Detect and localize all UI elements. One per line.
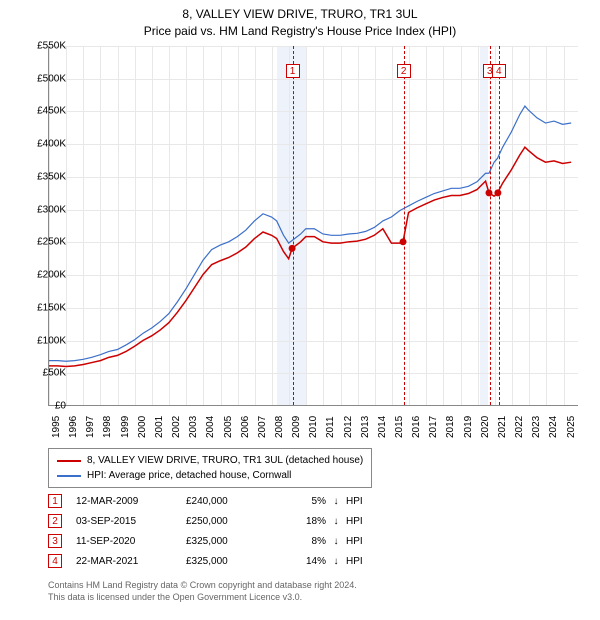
legend-swatch	[57, 475, 81, 477]
event-price: £325,000	[186, 536, 276, 547]
x-axis-label: 2024	[548, 416, 559, 438]
y-axis-label: £150K	[22, 302, 66, 313]
event-pct: 5%	[276, 496, 326, 507]
event-row: 3 11-SEP-2020£325,0008%↓HPI	[48, 534, 376, 548]
event-num: 3	[48, 534, 62, 548]
y-axis-label: £500K	[22, 73, 66, 84]
x-axis-label: 2017	[428, 416, 439, 438]
down-arrow-icon: ↓	[326, 536, 346, 547]
x-axis-label: 2013	[360, 416, 371, 438]
event-price: £325,000	[186, 556, 276, 567]
y-axis-label: £200K	[22, 270, 66, 281]
x-axis-label: 2008	[274, 416, 285, 438]
title-block: 8, VALLEY VIEW DRIVE, TRURO, TR1 3UL Pri…	[0, 0, 600, 44]
sale-dot	[485, 189, 492, 196]
event-date: 22-MAR-2021	[76, 556, 186, 567]
x-axis-label: 2005	[223, 416, 234, 438]
event-num: 1	[48, 494, 62, 508]
legend-label: HPI: Average price, detached house, Corn…	[87, 468, 291, 483]
y-axis-label: £550K	[22, 41, 66, 52]
x-axis-label: 2009	[291, 416, 302, 438]
event-price: £240,000	[186, 496, 276, 507]
y-axis-label: £300K	[22, 204, 66, 215]
y-axis-label: £400K	[22, 139, 66, 150]
legend-swatch	[57, 460, 81, 462]
down-arrow-icon: ↓	[326, 556, 346, 567]
event-marker: 1	[286, 64, 300, 78]
legend-label: 8, VALLEY VIEW DRIVE, TRURO, TR1 3UL (de…	[87, 453, 363, 468]
y-axis-label: £100K	[22, 335, 66, 346]
sale-dot	[494, 189, 501, 196]
event-hpi: HPI	[346, 536, 376, 547]
x-axis-label: 2023	[531, 416, 542, 438]
y-axis-label: £250K	[22, 237, 66, 248]
event-hpi: HPI	[346, 516, 376, 527]
event-pct: 14%	[276, 556, 326, 567]
event-hpi: HPI	[346, 556, 376, 567]
x-axis-label: 2021	[497, 416, 508, 438]
x-axis-label: 2015	[394, 416, 405, 438]
x-axis-label: 2007	[257, 416, 268, 438]
x-axis-label: 1999	[120, 416, 131, 438]
chart-container: 8, VALLEY VIEW DRIVE, TRURO, TR1 3UL Pri…	[0, 0, 600, 620]
down-arrow-icon: ↓	[326, 516, 346, 527]
y-axis-label: £450K	[22, 106, 66, 117]
series-hpi	[49, 106, 571, 361]
title-address: 8, VALLEY VIEW DRIVE, TRURO, TR1 3UL	[0, 6, 600, 23]
x-axis-label: 2000	[137, 416, 148, 438]
footer-line1: Contains HM Land Registry data © Crown c…	[48, 580, 568, 592]
x-axis-label: 2002	[171, 416, 182, 438]
x-axis-label: 2022	[514, 416, 525, 438]
event-num: 2	[48, 514, 62, 528]
x-axis-label: 2020	[480, 416, 491, 438]
x-axis-label: 2011	[325, 416, 336, 438]
event-marker: 2	[397, 64, 411, 78]
event-num: 4	[48, 554, 62, 568]
event-date: 12-MAR-2009	[76, 496, 186, 507]
legend: 8, VALLEY VIEW DRIVE, TRURO, TR1 3UL (de…	[48, 448, 372, 488]
sale-dot	[400, 238, 407, 245]
sale-dot	[289, 245, 296, 252]
x-axis-label: 2003	[188, 416, 199, 438]
x-axis-label: 1997	[85, 416, 96, 438]
x-axis-label: 2012	[343, 416, 354, 438]
x-axis-label: 2006	[240, 416, 251, 438]
x-axis-label: 1996	[68, 416, 79, 438]
event-date: 11-SEP-2020	[76, 536, 186, 547]
event-pct: 18%	[276, 516, 326, 527]
x-axis-label: 1995	[51, 416, 62, 438]
event-marker: 4	[492, 64, 506, 78]
event-row: 4 22-MAR-2021£325,00014%↓HPI	[48, 554, 376, 568]
x-axis-label: 1998	[102, 416, 113, 438]
event-hpi: HPI	[346, 496, 376, 507]
y-axis-label: £350K	[22, 171, 66, 182]
x-axis-label: 2004	[205, 416, 216, 438]
event-row: 2 03-SEP-2015£250,00018%↓HPI	[48, 514, 376, 528]
x-axis-label: 2016	[411, 416, 422, 438]
event-date: 03-SEP-2015	[76, 516, 186, 527]
footer-line2: This data is licensed under the Open Gov…	[48, 592, 568, 604]
x-axis-label: 2001	[154, 416, 165, 438]
events-table: 112-MAR-2009£240,0005%↓HPI203-SEP-2015£2…	[48, 494, 376, 574]
y-axis-label: £50K	[22, 368, 66, 379]
title-subtitle: Price paid vs. HM Land Registry's House …	[0, 23, 600, 40]
event-price: £250,000	[186, 516, 276, 527]
x-axis-label: 2014	[377, 416, 388, 438]
legend-row: 8, VALLEY VIEW DRIVE, TRURO, TR1 3UL (de…	[57, 453, 363, 468]
y-axis-label: £0	[22, 401, 66, 412]
series-property	[49, 147, 571, 366]
x-axis-label: 2025	[566, 416, 577, 438]
event-row: 1 12-MAR-2009£240,0005%↓HPI	[48, 494, 376, 508]
footer: Contains HM Land Registry data © Crown c…	[48, 580, 568, 603]
x-axis-label: 2010	[308, 416, 319, 438]
x-axis-label: 2019	[463, 416, 474, 438]
plot-svg	[49, 46, 578, 405]
x-axis-label: 2018	[445, 416, 456, 438]
legend-row: HPI: Average price, detached house, Corn…	[57, 468, 363, 483]
chart-area: 1234	[48, 46, 578, 406]
event-pct: 8%	[276, 536, 326, 547]
down-arrow-icon: ↓	[326, 496, 346, 507]
